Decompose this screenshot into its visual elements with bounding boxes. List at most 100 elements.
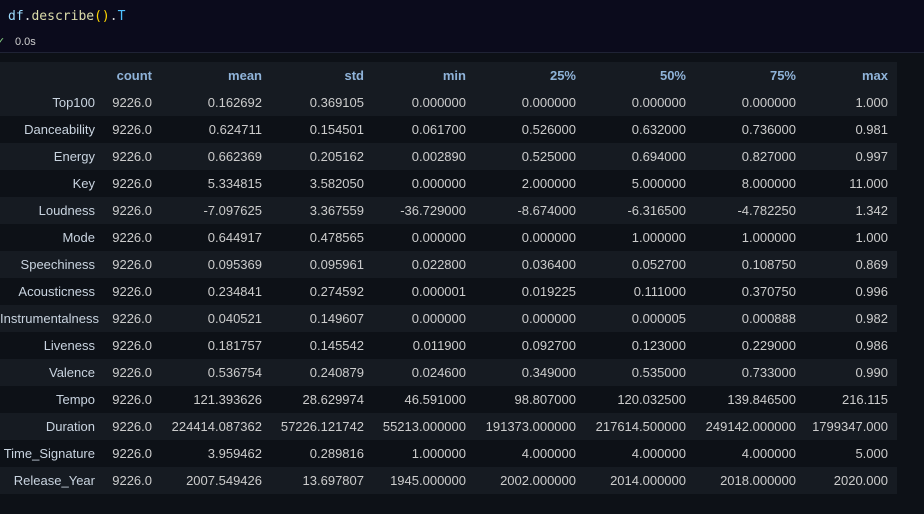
table-cell: 11.000 <box>849 176 888 191</box>
table-cell: 0.000000 <box>411 230 466 245</box>
table-cell: 0.827000 <box>741 149 796 164</box>
table-cell: 1.000 <box>855 230 888 245</box>
code-dot: . <box>109 9 118 24</box>
table-cell: 0.000005 <box>631 311 686 326</box>
table-cell: 9226.0 <box>112 230 152 245</box>
row-index-label: Mode <box>62 230 95 245</box>
table-cell: 0.092700 <box>521 338 576 353</box>
table-cell: 0.000000 <box>741 95 796 110</box>
row-index-label: Loudness <box>38 203 95 218</box>
table-cell: 9226.0 <box>112 257 152 272</box>
table-cell: 0.019225 <box>521 284 576 299</box>
table-cell: 0.289816 <box>309 446 364 461</box>
table-cell: -7.097625 <box>203 203 262 218</box>
row-index-label: Duration <box>45 419 95 434</box>
table-row: Danceability 9226.0 0.624711 0.154501 0.0617… <box>0 116 897 143</box>
table-cell: 9226.0 <box>112 95 152 110</box>
table-cell: 9226.0 <box>112 392 152 407</box>
table-row: Release_Year 9226.0 2007.549426 13.697807 19… <box>0 467 897 494</box>
table-cell: 9226.0 <box>112 149 152 164</box>
table-cell: 0.694000 <box>631 149 686 164</box>
table-cell: 0.000000 <box>411 95 466 110</box>
table-cell: 0.040521 <box>207 311 262 326</box>
table-cell: 0.370750 <box>741 284 796 299</box>
column-header: count <box>104 62 161 89</box>
table-cell: 0.240879 <box>309 365 364 380</box>
row-index-label: Instrumentalness <box>0 311 99 326</box>
table-cell: 0.000000 <box>631 95 686 110</box>
table-cell: 0.205162 <box>309 149 364 164</box>
table-row: Duration 9226.0 224414.087362 57226.121742 5… <box>0 413 897 440</box>
table-cell: 0.981 <box>855 122 888 137</box>
table-cell: 0.349000 <box>521 365 576 380</box>
table-row: Mode 9226.0 0.644917 0.478565 0.000000 0.0000… <box>0 224 897 251</box>
table-cell: 0.000000 <box>521 311 576 326</box>
table-row: Top100 9226.0 0.162692 0.369105 0.000000 0.00… <box>0 89 897 116</box>
index-header <box>0 62 104 89</box>
table-cell: 9226.0 <box>112 176 152 191</box>
table-cell: 9226.0 <box>112 122 152 137</box>
column-header: max <box>805 62 897 89</box>
code-function: describe <box>31 9 95 24</box>
table-cell: 0.022800 <box>411 257 466 272</box>
table-cell: 2007.549426 <box>186 473 262 488</box>
table-cell: 0.733000 <box>741 365 796 380</box>
table-cell: 0.149607 <box>309 311 364 326</box>
table-cell: 0.982 <box>855 311 888 326</box>
table-cell: 0.644917 <box>207 230 262 245</box>
table-cell: 4.000000 <box>631 446 686 461</box>
column-header: std <box>271 62 373 89</box>
table-cell: 0.002890 <box>411 149 466 164</box>
table-cell: 0.000000 <box>411 176 466 191</box>
column-header: 25% <box>475 62 585 89</box>
code-parens: () <box>94 9 110 24</box>
table-cell: 46.591000 <box>404 392 466 407</box>
column-header: min <box>373 62 475 89</box>
table-cell: 0.181757 <box>207 338 262 353</box>
table-cell: 55213.000000 <box>382 419 466 434</box>
execution-time: 0.0s <box>15 36 36 48</box>
column-header: mean <box>161 62 271 89</box>
table-cell: 2014.000000 <box>610 473 686 488</box>
table-cell: 2020.000 <box>833 473 888 488</box>
code-attribute: T <box>117 9 126 24</box>
table-cell: 0.145542 <box>309 338 364 353</box>
table-cell: 0.986 <box>855 338 888 353</box>
row-index-label: Liveness <box>43 338 95 353</box>
table-cell: 0.000000 <box>521 95 576 110</box>
table-cell: 3.582050 <box>309 176 364 191</box>
row-index-label: Speechiness <box>20 257 95 272</box>
code-variable: df <box>8 9 24 24</box>
table-cell: 0.526000 <box>521 122 576 137</box>
table-cell: 5.000 <box>855 446 888 461</box>
table-cell: 0.061700 <box>411 122 466 137</box>
table-cell: 0.095961 <box>309 257 364 272</box>
table-cell: 2.000000 <box>521 176 576 191</box>
table-cell: 0.869 <box>855 257 888 272</box>
code-cell[interactable]: df.describe().T ✓ 0.0s <box>0 0 924 53</box>
table-cell: 4.000000 <box>521 446 576 461</box>
table-cell: 217614.500000 <box>595 419 686 434</box>
table-cell: 0.990 <box>855 365 888 380</box>
table-cell: 0.111000 <box>633 284 686 299</box>
table-cell: 0.234841 <box>207 284 262 299</box>
row-index-label: Energy <box>53 149 95 164</box>
table-cell: 1799347.000 <box>812 419 888 434</box>
table-cell: 9226.0 <box>112 365 152 380</box>
table-cell: 1.342 <box>855 203 888 218</box>
table-cell: 1945.000000 <box>390 473 466 488</box>
table-cell: 0.997 <box>855 149 888 164</box>
table-cell: 3.959462 <box>207 446 262 461</box>
table-cell: 0.662369 <box>207 149 262 164</box>
table-cell: 0.229000 <box>741 338 796 353</box>
row-index-label: Time_Signature <box>3 446 95 461</box>
column-header: 50% <box>585 62 695 89</box>
table-cell: 0.535000 <box>631 365 686 380</box>
column-header: 75% <box>695 62 805 89</box>
table-cell: 0.036400 <box>521 257 576 272</box>
table-cell: 191373.000000 <box>485 419 576 434</box>
code-editor[interactable]: df.describe().T <box>8 9 125 24</box>
table-cell: 224414.087362 <box>171 419 262 434</box>
table-cell: 0.274592 <box>309 284 364 299</box>
table-cell: 0.000888 <box>741 311 796 326</box>
